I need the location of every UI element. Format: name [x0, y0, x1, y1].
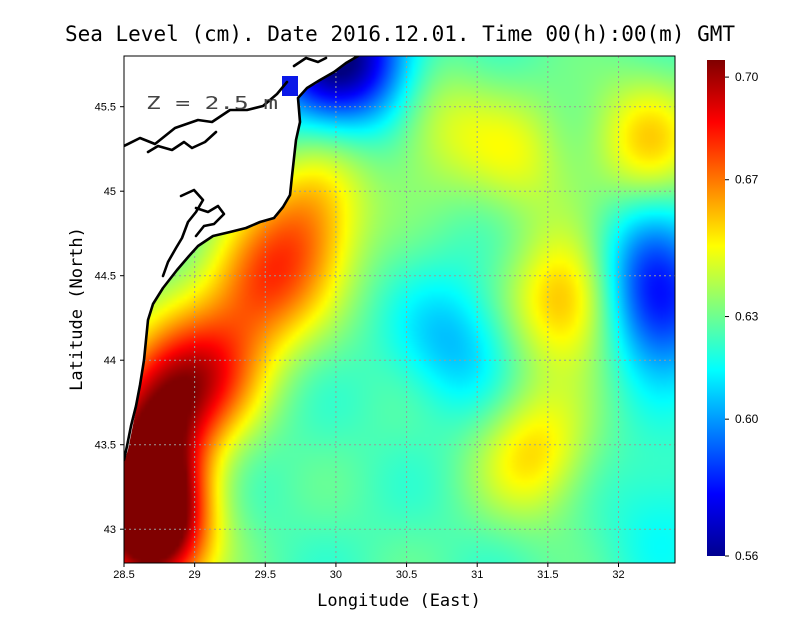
colorbar-tick-label: 0.60: [735, 412, 759, 426]
x-axis: 28.5 29 29.5 30 30.5 31 31.5 32: [113, 563, 625, 581]
y-axis-label: Latitude (North): [67, 227, 87, 391]
x-tick-label: 31.5: [537, 569, 558, 581]
colorbar-tick-label: 0.70: [735, 70, 759, 84]
y-tick-label: 43.5: [95, 440, 116, 452]
coastline-island: [292, 56, 328, 68]
coastline: [124, 56, 360, 462]
land-mask: [124, 56, 355, 462]
x-axis-label: Longitude (East): [317, 591, 481, 611]
colorbar: 0.70 0.67 0.63 0.60 0.56: [707, 60, 759, 563]
blue-water-patch: [282, 76, 298, 96]
plot-area: Z = 2.5 m: [123, 55, 676, 564]
x-tick-label: 32: [612, 569, 624, 581]
x-tick-label: 30: [330, 569, 342, 581]
coastline-lake: [161, 188, 205, 278]
y-axis: 43 43.5 44 44.5 45 45.5: [95, 102, 124, 536]
x-tick-label: 29.5: [255, 569, 276, 581]
plot-frame: [123, 55, 676, 564]
chart-title: Sea Level (cm). Date 2016.12.01. Time 00…: [65, 22, 735, 46]
y-tick-label: 43: [104, 524, 116, 536]
coastline-main: [124, 56, 360, 462]
land-region: [124, 56, 355, 462]
y-tick-label: 45.5: [95, 102, 116, 114]
coastline-lagoon: [146, 130, 218, 154]
colorbar-tick-label: 0.67: [735, 173, 759, 187]
x-tick-label: 28.5: [113, 569, 134, 581]
coastline-north-shore: [124, 80, 289, 148]
coastline-bay: [194, 204, 226, 238]
x-tick-label: 31: [471, 569, 483, 581]
colorbar-gradient: [707, 60, 725, 556]
depth-label: Z = 2.5 m: [146, 93, 278, 114]
y-tick-label: 45: [104, 186, 116, 198]
y-tick-label: 44.5: [95, 271, 116, 283]
y-tick-label: 44: [104, 355, 116, 367]
colorbar-tick-label: 0.56: [735, 549, 759, 563]
colorbar-ticks: 0.70 0.67 0.63 0.60 0.56: [725, 70, 759, 563]
x-tick-label: 29: [189, 569, 201, 581]
colorbar-tick-label: 0.63: [735, 310, 759, 324]
x-tick-label: 30.5: [396, 569, 417, 581]
